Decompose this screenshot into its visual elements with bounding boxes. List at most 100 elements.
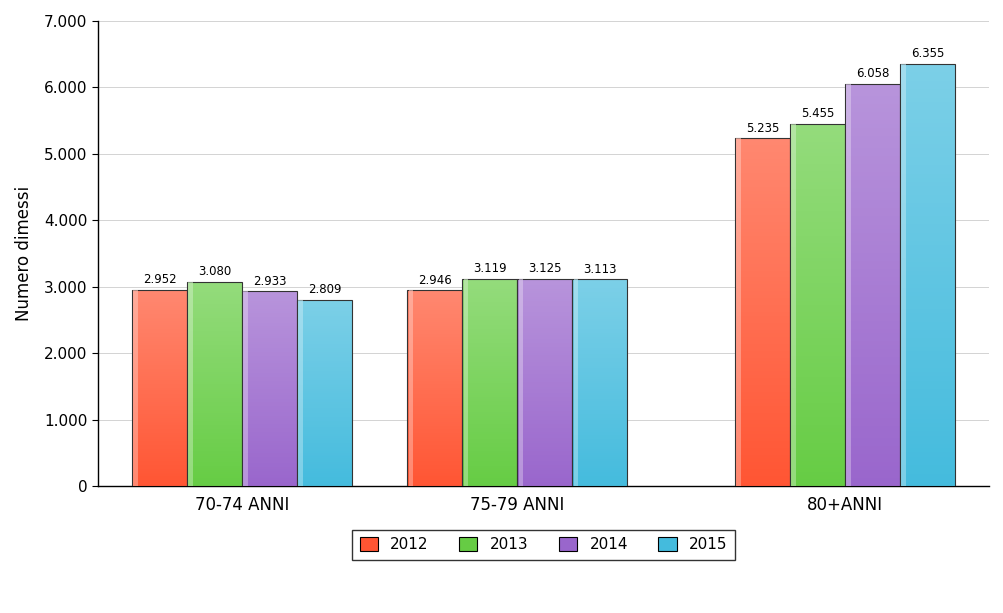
Bar [132,435,187,437]
Bar [243,398,248,400]
Bar [901,326,905,330]
Bar [187,402,242,405]
Bar [899,343,954,347]
Bar [899,360,954,364]
Bar [846,402,850,406]
Bar [901,356,905,360]
Bar [189,365,193,368]
Bar [407,302,461,304]
Bar [734,399,789,403]
Bar [790,251,794,254]
Bar [573,362,578,364]
Bar [517,322,572,324]
Bar [517,347,572,349]
Bar [572,418,627,420]
Bar [573,402,578,403]
Bar [242,362,297,364]
Bar [899,478,954,482]
Bar [846,474,850,478]
Bar [846,470,850,474]
Bar [789,472,845,475]
Bar [132,419,187,422]
Bar [461,447,517,449]
Bar [133,292,137,294]
Bar [461,435,517,436]
Bar [790,406,794,410]
Bar [463,279,467,281]
Bar [133,384,137,386]
Bar [242,321,297,322]
Bar [846,100,850,104]
Bar [461,358,517,360]
Bar [789,323,845,327]
Bar [461,321,517,322]
Bar [243,381,248,383]
Bar [901,93,905,97]
Bar [790,135,794,138]
Bar [407,427,461,430]
Bar [132,476,187,478]
Bar [407,432,461,433]
Bar [790,280,794,283]
Bar [573,292,578,294]
Bar [243,377,248,379]
Bar [735,187,740,191]
Bar [845,241,899,245]
Bar [407,425,461,427]
Bar [899,474,954,478]
Bar [734,264,789,267]
Bar [133,433,137,435]
Bar [242,305,297,307]
Bar [901,119,905,123]
Bar [572,296,627,298]
Bar [573,296,578,298]
Bar [573,381,578,383]
Bar [461,372,517,375]
Bar [242,291,297,486]
Bar [789,468,845,472]
Bar [845,442,899,446]
Bar [133,376,137,378]
Bar [735,347,740,351]
Bar [407,481,461,482]
Bar [242,479,297,481]
Bar [789,381,845,385]
Bar [519,438,523,441]
Bar [789,221,845,225]
Bar [790,363,794,367]
Bar [519,414,523,416]
Bar [899,385,954,389]
Bar [572,335,627,337]
Bar [189,386,193,388]
Bar [407,292,461,294]
Bar [734,246,789,249]
Bar [789,403,845,406]
Bar [846,237,850,241]
Bar [519,368,523,370]
Bar [461,345,517,348]
Bar [408,291,412,292]
Bar [573,348,578,349]
Bar [734,145,789,149]
Bar [189,290,193,292]
Bar [519,401,523,403]
Bar [133,310,137,311]
Bar [735,361,740,365]
Bar [517,459,572,462]
Bar [789,308,845,312]
Bar [789,287,845,291]
Bar [461,300,517,302]
Bar [242,395,297,397]
Bar [846,357,850,362]
Bar [407,383,461,384]
Bar [187,281,242,284]
Bar [517,383,572,384]
Bar [845,204,899,208]
Bar [132,465,187,466]
Bar [463,463,467,465]
Bar [189,300,193,302]
Bar [132,390,187,392]
Bar [243,321,248,322]
Bar [517,472,572,474]
Bar [790,395,794,399]
